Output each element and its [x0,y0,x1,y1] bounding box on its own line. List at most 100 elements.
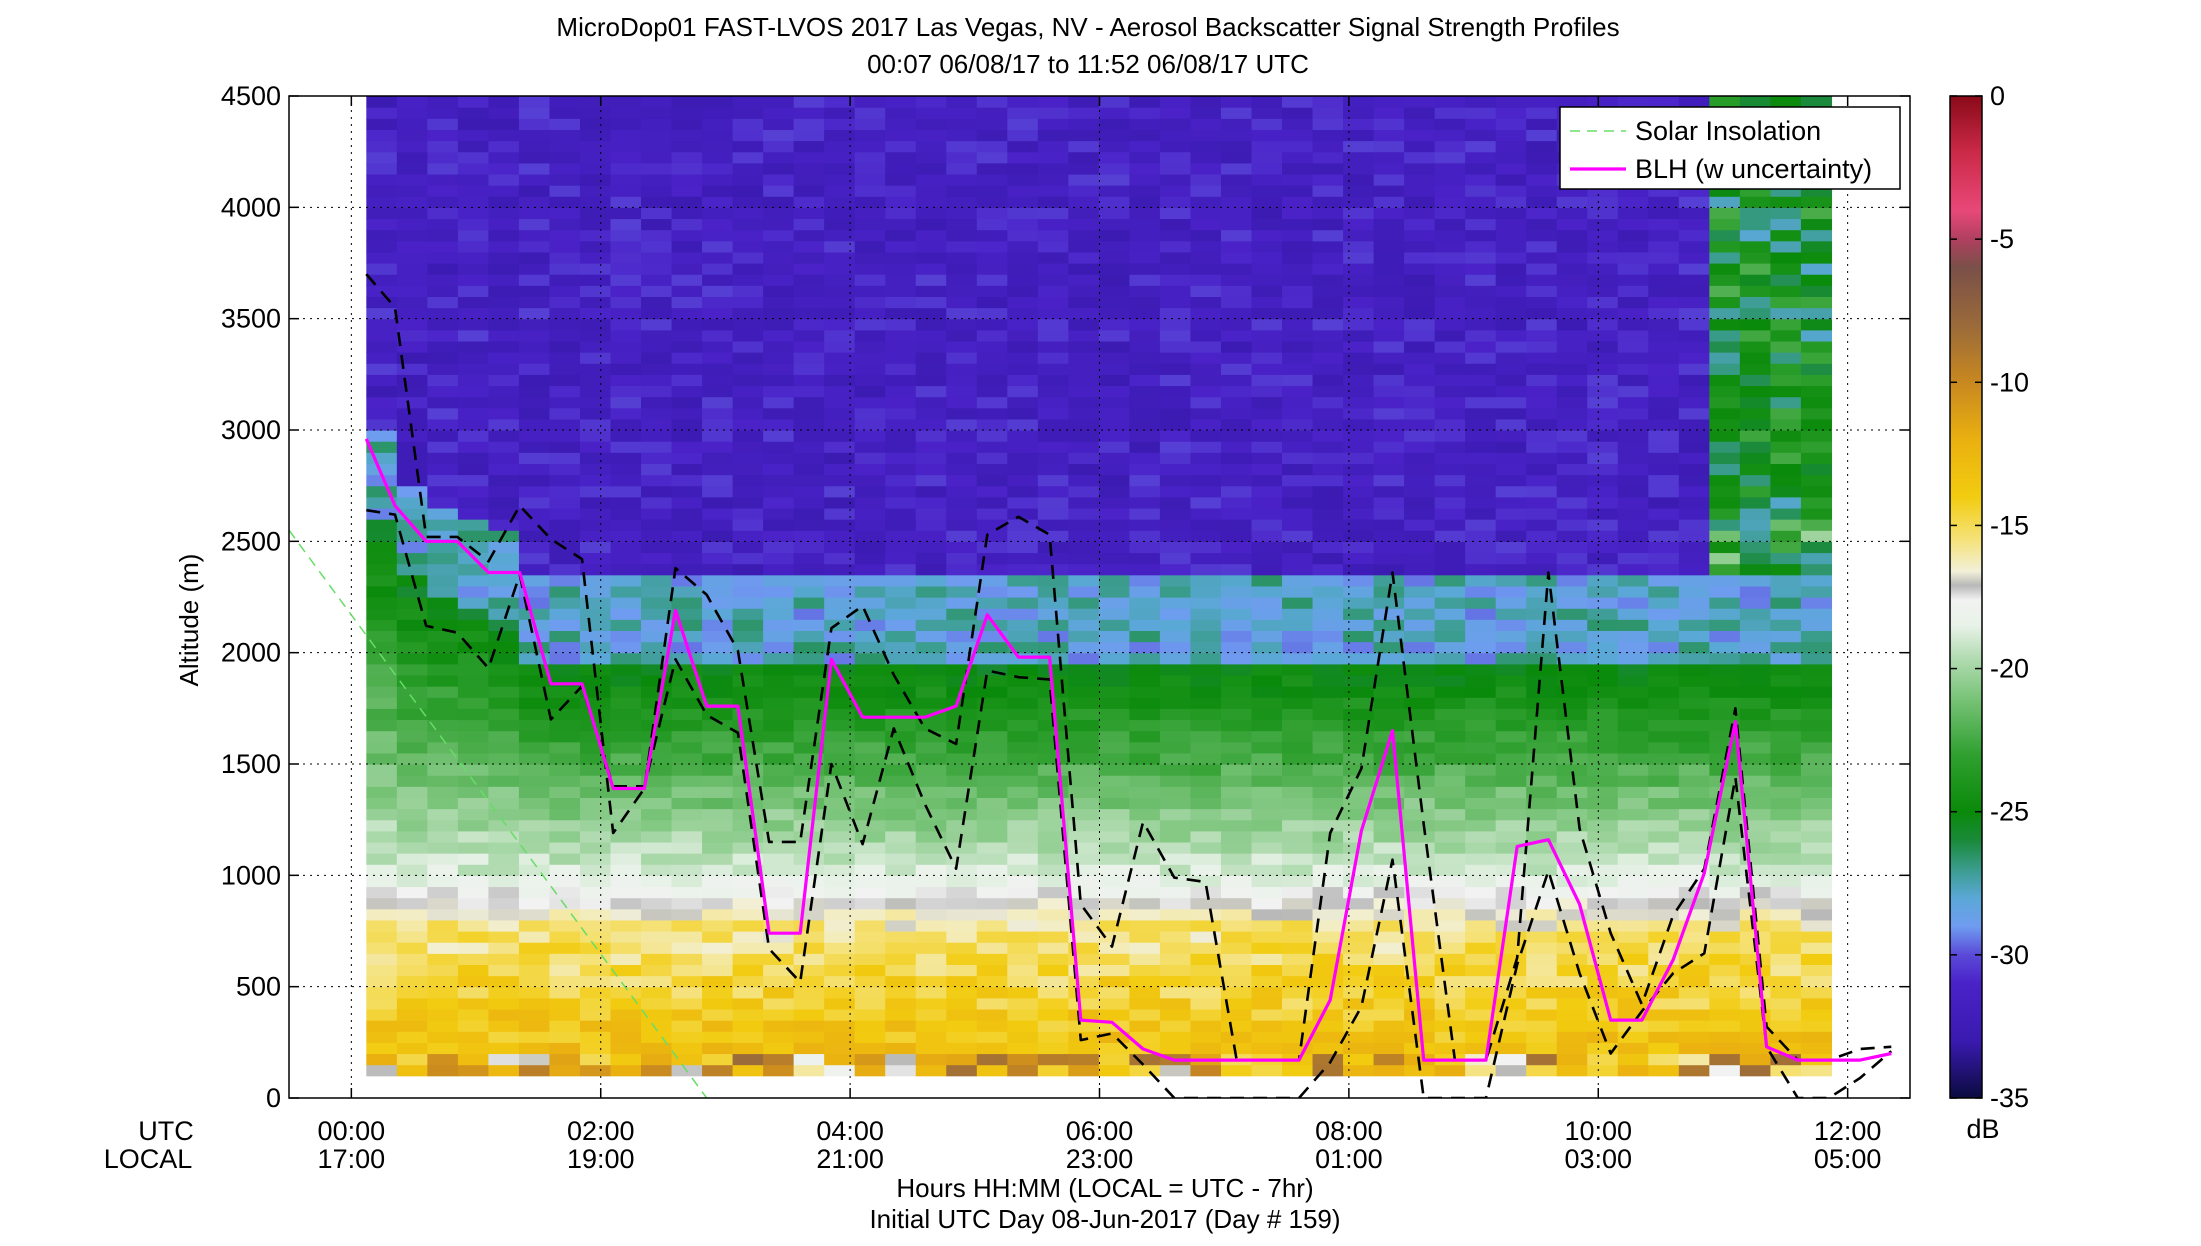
heatmap-cell [579,841,612,854]
heatmap-cell [518,418,551,431]
heatmap-cell [671,886,703,899]
heatmap-cell [915,485,947,498]
heatmap-cell [1190,608,1222,620]
heatmap-cell [579,752,612,765]
heatmap-cell [946,207,978,220]
heatmap-cell [1465,797,1497,810]
heatmap-cell [1465,441,1497,453]
heatmap-cell [1220,407,1253,420]
heatmap-cell [885,975,917,988]
heatmap-cell [885,452,917,464]
heatmap-cell [1159,752,1192,765]
heatmap-cell [1800,96,1833,108]
heatmap-cell [1220,897,1253,910]
heatmap-cell [427,674,459,687]
heatmap-cell [1098,964,1130,977]
heatmap-cell [976,162,1008,175]
heatmap-cell [1556,908,1588,921]
heatmap-cell [885,285,917,297]
heatmap-cell [1220,730,1253,743]
heatmap-cell [1068,942,1100,954]
heatmap-cell [1190,975,1222,988]
heatmap-cell [579,764,612,776]
heatmap-cell [1678,430,1710,442]
heatmap-cell [366,1042,398,1055]
heatmap-cell [1770,953,1802,965]
heatmap-cell [1678,908,1710,921]
heatmap-cell [1678,530,1710,542]
heatmap-cell [1587,285,1619,297]
heatmap-cell [763,173,795,186]
heatmap-cell [702,585,734,598]
heatmap-cell [854,708,886,721]
heatmap-cell [1587,674,1619,687]
heatmap-cell [1770,608,1802,620]
heatmap-cell [1343,931,1375,943]
heatmap-cell [763,663,795,676]
heatmap-cell [1434,641,1466,654]
heatmap-cell [976,240,1008,253]
heatmap-cell [702,697,734,709]
heatmap-cell [1617,1031,1649,1043]
heatmap-cell [1190,418,1222,431]
heatmap-cell [518,496,551,509]
heatmap-cell [1404,964,1436,977]
heatmap-cell [579,808,612,821]
heatmap-cell [1068,663,1100,676]
heatmap-cell [702,352,734,364]
heatmap-cell [1556,530,1588,542]
heatmap-cell [610,229,642,242]
heatmap-cell [1556,953,1588,965]
heatmap-cell [1251,875,1283,888]
heatmap-cell [1098,563,1130,576]
heatmap-cell [1648,452,1680,464]
heatmap-cell [732,430,764,442]
heatmap-cell [1617,507,1649,520]
heatmap-cell [702,563,734,576]
heatmap-cell [1098,263,1130,275]
heatmap-cell [1526,1020,1558,1032]
heatmap-cell [610,251,642,264]
heatmap-cell [1770,1020,1802,1032]
heatmap-cell [732,953,764,965]
heatmap-cell [1373,107,1405,119]
heatmap-cell [793,218,825,231]
heatmap-cell [1556,185,1588,197]
heatmap-cell [396,340,428,353]
heatmap-cell [1129,196,1161,208]
heatmap-cell [1495,674,1527,687]
heatmap-cell [1800,251,1833,264]
heatmap-cell [366,240,398,253]
heatmap-cell [1251,396,1283,409]
heatmap-cell [549,474,581,487]
heatmap-cell [1404,418,1436,431]
heatmap-cell [1159,407,1192,420]
heatmap-cell [366,608,398,620]
heatmap-cell [915,118,947,130]
heatmap-cell [1434,574,1466,587]
heatmap-cell [488,997,520,1010]
heatmap-cell [579,296,612,309]
heatmap-cell [1098,841,1130,854]
heatmap-cell [488,240,520,253]
heatmap-cell [732,886,764,899]
heatmap-cell [457,162,489,175]
heatmap-cell [946,541,978,554]
heatmap-cell [1312,185,1344,197]
heatmap-cell [763,719,795,732]
heatmap-cell [1343,719,1375,732]
heatmap-cell [976,396,1008,409]
heatmap-cell [1465,118,1497,130]
heatmap-cell [549,975,581,988]
heatmap-cell [702,663,734,676]
heatmap-cell [1648,263,1680,275]
heatmap-cell [1068,96,1100,108]
heatmap-cell [1739,196,1771,208]
heatmap-cell [1312,363,1344,375]
heatmap-cell [1434,931,1466,943]
heatmap-cell [1343,463,1375,476]
heatmap-cell [702,975,734,988]
heatmap-cell [1587,1042,1619,1055]
heatmap-cell [824,229,856,242]
heatmap-cell [427,919,459,932]
